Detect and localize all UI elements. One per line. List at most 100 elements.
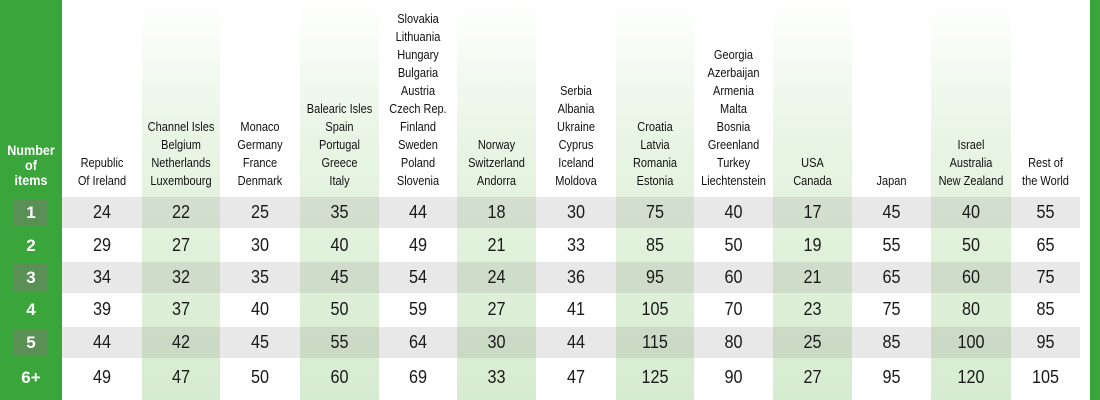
column-header-line: Austria — [400, 84, 436, 98]
table-cell: 34 — [92, 267, 112, 287]
column-header: Monaco Germany France Denmark — [225, 0, 295, 192]
column-header-line: Iceland — [558, 156, 594, 170]
table-cell: 115 — [642, 332, 668, 352]
column-header: Rest of the World — [1015, 0, 1076, 192]
table-cell: 21 — [803, 267, 822, 287]
table-cell: 50 — [250, 367, 270, 387]
table-cell: 95 — [1036, 332, 1055, 352]
table-cell: 105 — [1031, 367, 1060, 387]
row-band — [62, 262, 1080, 293]
column-header: Israel Australia New Zealand — [936, 0, 1006, 192]
table-cell: 95 — [882, 367, 901, 387]
column-header-line: Bulgaria — [397, 66, 439, 80]
column-header-line: Rest of — [1028, 156, 1063, 170]
column-header: Channel Isles Belgium Netherlands Luxembour… — [147, 0, 216, 192]
table-cell: 45 — [882, 202, 901, 222]
row-label: 1 — [14, 199, 48, 226]
column-header-line: Portugal — [319, 138, 360, 152]
column-header: Croatia Latvia Romania Estonia — [621, 0, 690, 192]
table-cell: 40 — [330, 235, 349, 255]
table-cell: 45 — [330, 267, 349, 287]
column-header-line: Italy — [329, 174, 350, 188]
column-header-line: the World — [1022, 174, 1069, 188]
column-header-line: Liechtenstein — [701, 174, 766, 188]
table-cell: 100 — [957, 332, 985, 352]
table-cell: 80 — [724, 332, 743, 352]
column-header-line: Norway — [477, 138, 516, 152]
table-cell: 36 — [566, 267, 586, 287]
table-cell: 33 — [566, 235, 586, 255]
table-cell: 24 — [487, 267, 506, 287]
column-header-line: Greece — [321, 156, 358, 170]
column-header: Norway Switzerland Andorra — [462, 0, 532, 192]
column-header-line: Sweden — [398, 138, 438, 152]
row-band — [62, 327, 1080, 358]
column-header-line: Of Ireland — [77, 174, 127, 188]
column-header-line: Azerbaijan — [707, 66, 760, 80]
table-cell: 47 — [171, 367, 191, 387]
table-cell: 69 — [408, 367, 428, 387]
table-cell: 80 — [961, 299, 981, 319]
shaded-column-background — [300, 0, 379, 400]
row-label: 2 — [26, 235, 36, 255]
table-cell: 55 — [1036, 202, 1055, 222]
table-cell: 120 — [957, 367, 985, 387]
table-cell: 60 — [724, 267, 743, 287]
column-header-line: Australia — [949, 156, 993, 170]
column-header-line: Serbia — [560, 84, 592, 98]
column-header-line: Channel Isles — [147, 120, 215, 134]
table-cell: 64 — [408, 332, 428, 352]
column-header-line: Czech Rep. — [389, 102, 447, 116]
column-header: Balearic Isles Spain Portugal Greece Italy — [305, 0, 375, 192]
table-cell: 75 — [882, 299, 901, 319]
column-header-line: New Zealand — [938, 174, 1004, 188]
table-cell: 17 — [803, 202, 822, 222]
table-cell: 85 — [1036, 299, 1055, 319]
table-cell: 47 — [566, 367, 586, 387]
table-cell: 35 — [250, 267, 270, 287]
column-header-line: Estonia — [636, 174, 674, 188]
table-cell: 65 — [1036, 235, 1055, 255]
shaded-column-background — [142, 0, 220, 400]
column-header-line: Romania — [632, 156, 678, 170]
table-cell: 33 — [487, 367, 506, 387]
table-cell: 49 — [408, 235, 428, 255]
column-header-line: Republic — [80, 156, 124, 170]
shaded-column-background — [931, 0, 1011, 400]
table-cell: 41 — [566, 299, 586, 319]
table-cell: 35 — [330, 202, 349, 222]
table-cell: 60 — [330, 367, 349, 387]
column-header: USA Canada — [778, 0, 848, 192]
column-header-line: Latvia — [640, 138, 670, 152]
number-of-items-line: Number — [7, 142, 55, 158]
right-accent-bar — [1088, 0, 1100, 400]
column-header-line: Finland — [399, 120, 437, 134]
table-cell: 21 — [487, 235, 506, 255]
column-header-line: Denmark — [237, 174, 283, 188]
table-cell: 25 — [250, 202, 270, 222]
row-label: 5 — [14, 329, 48, 356]
column-header-line: Hungary — [397, 48, 439, 62]
table-cell: 50 — [961, 235, 981, 255]
table-cell: 54 — [408, 267, 428, 287]
column-header-line: Monaco — [240, 120, 280, 134]
table-cell: 125 — [641, 367, 669, 387]
column-header-line: France — [242, 156, 278, 170]
table-cell: 90 — [724, 367, 743, 387]
table-cell: 95 — [645, 267, 665, 287]
table-cell: 85 — [882, 332, 901, 352]
column-header-line: Israel — [957, 138, 985, 152]
column-header-line: Georgia — [713, 48, 754, 62]
column-header-line: Slovenia — [396, 174, 440, 188]
number-of-items-line: items — [14, 172, 48, 188]
shaded-column-background — [773, 0, 852, 400]
table-cell: 39 — [92, 299, 112, 319]
table-cell: 85 — [645, 235, 665, 255]
table-cell: 55 — [882, 235, 901, 255]
table-cell: 50 — [724, 235, 743, 255]
column-header-line: Malta — [720, 102, 747, 116]
column-header-line: Croatia — [637, 120, 673, 134]
shaded-column-background — [616, 0, 694, 400]
row-label: 6+ — [21, 367, 41, 387]
